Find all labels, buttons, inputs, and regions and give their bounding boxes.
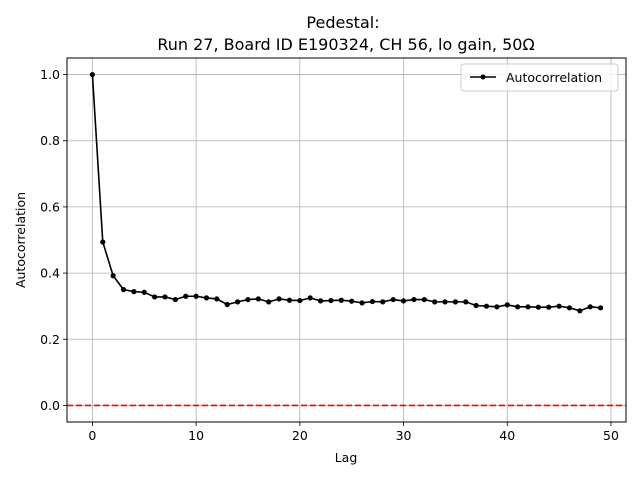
- data-point: [224, 301, 230, 308]
- data-point: [535, 304, 541, 310]
- x-tick-label: 20: [292, 428, 308, 443]
- data-point: [307, 295, 313, 301]
- y-tick-label: 0.6: [40, 199, 60, 214]
- data-point: [266, 299, 272, 305]
- data-point: [338, 297, 344, 303]
- data-point: [100, 239, 106, 245]
- data-point: [515, 304, 521, 310]
- chart-title-line2: Run 27, Board ID E190324, CH 56, lo gain…: [157, 35, 534, 54]
- data-point: [193, 293, 199, 299]
- data-point: [411, 296, 417, 303]
- data-point: [110, 273, 116, 279]
- data-point: [452, 299, 458, 305]
- legend: Autocorrelation: [460, 63, 619, 92]
- data-point: [390, 296, 396, 303]
- data-point: [504, 302, 510, 308]
- data-point: [525, 304, 531, 310]
- x-tick-label: 10: [188, 428, 204, 443]
- data-point: [483, 303, 490, 309]
- data-point: [400, 298, 407, 304]
- data-point: [577, 308, 583, 314]
- y-tick-label: 1.0: [40, 67, 60, 82]
- chart-title-line1: Pedestal:: [306, 13, 379, 32]
- y-tick-label: 0.4: [40, 266, 60, 281]
- plot-frame: [66, 57, 627, 423]
- legend-box: [460, 63, 619, 92]
- data-point: [131, 289, 137, 295]
- series-layer: [89, 71, 604, 314]
- y-tick-label: 0.2: [40, 332, 60, 347]
- data-point: [349, 298, 355, 304]
- data-point: [162, 294, 168, 300]
- y-tick-label: 0.8: [40, 133, 60, 148]
- data-point: [328, 297, 334, 304]
- data-point: [286, 297, 293, 303]
- data-point: [297, 297, 303, 304]
- x-tick-label: 50: [603, 428, 619, 443]
- data-point: [556, 303, 562, 309]
- data-point: [494, 304, 500, 310]
- data-point: [421, 296, 427, 303]
- x-tick-label: 30: [396, 428, 412, 443]
- y-tick-label: 0.0: [40, 398, 60, 413]
- data-point: [235, 299, 241, 305]
- grid: [67, 58, 626, 422]
- data-point: [380, 299, 386, 305]
- data-point: [442, 299, 448, 305]
- data-point: [369, 298, 376, 305]
- x-tick-label: 40: [499, 428, 515, 443]
- y-axis-label: Autocorrelation: [13, 192, 28, 288]
- data-point: [89, 71, 96, 78]
- data-point: [359, 300, 365, 306]
- data-point: [141, 289, 147, 295]
- data-point: [255, 296, 261, 302]
- autocorrelation-line: [91, 74, 601, 312]
- data-point: [276, 296, 282, 302]
- data-point: [546, 304, 552, 310]
- data-point: [587, 304, 593, 310]
- data-point: [203, 295, 210, 301]
- legend-marker-swatch: [480, 74, 486, 80]
- data-point: [120, 287, 127, 293]
- data-point: [566, 305, 573, 311]
- data-point: [317, 298, 324, 304]
- data-point: [152, 294, 158, 300]
- data-point: [432, 299, 438, 305]
- data-point: [172, 296, 178, 303]
- data-point: [214, 296, 220, 302]
- x-tick-label: 0: [88, 428, 96, 443]
- data-point: [473, 302, 479, 309]
- x-axis-label: Lag: [335, 450, 358, 465]
- data-point: [245, 296, 251, 303]
- ticks: 0 10 20 30 40 50 0.0 0.2 0.4 0.6 0.8 1.0: [40, 67, 619, 443]
- legend-label: Autocorrelation: [506, 70, 602, 85]
- data-point: [463, 299, 469, 305]
- data-point: [183, 293, 189, 299]
- data-point: [597, 305, 604, 311]
